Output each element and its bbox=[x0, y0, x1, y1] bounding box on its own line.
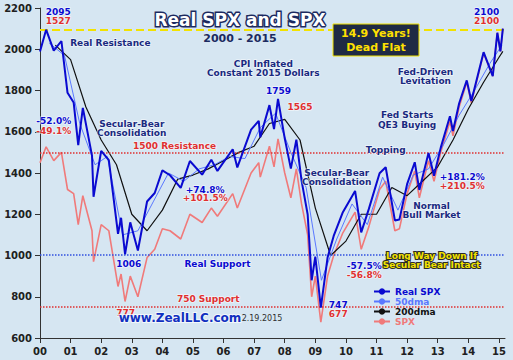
svg-text:14.9 Years!: 14.9 Years! bbox=[341, 27, 411, 40]
svg-text:1400: 1400 bbox=[4, 168, 32, 179]
svg-text:Levitation: Levitation bbox=[400, 76, 451, 86]
svg-text:06: 06 bbox=[217, 346, 231, 357]
svg-text:-57.5%: -57.5% bbox=[346, 260, 382, 271]
svg-text:02: 02 bbox=[94, 346, 108, 357]
svg-text:13: 13 bbox=[431, 346, 445, 357]
svg-text:Secular-Bear: Secular-Bear bbox=[304, 168, 370, 178]
svg-text:-49.1%: -49.1% bbox=[36, 126, 71, 136]
svg-text:Consolidation: Consolidation bbox=[97, 128, 166, 138]
svg-text:Bull Market: Bull Market bbox=[402, 210, 461, 220]
svg-text:1006: 1006 bbox=[116, 259, 141, 269]
svg-text:10: 10 bbox=[339, 346, 353, 357]
svg-text:Real Resistance: Real Resistance bbox=[70, 38, 150, 48]
svg-text:1565: 1565 bbox=[288, 102, 313, 112]
svg-text:Consolidation: Consolidation bbox=[302, 177, 371, 187]
svg-text:14: 14 bbox=[461, 346, 475, 357]
svg-text:04: 04 bbox=[155, 346, 169, 357]
svg-text:600: 600 bbox=[11, 333, 32, 344]
svg-text:09: 09 bbox=[308, 346, 322, 357]
svg-text:1759: 1759 bbox=[266, 86, 291, 96]
svg-text:2200: 2200 bbox=[4, 3, 32, 14]
svg-text:CPI Inflated: CPI Inflated bbox=[233, 58, 293, 69]
svg-text:+101.5%: +101.5% bbox=[183, 193, 228, 203]
svg-text:01: 01 bbox=[64, 346, 78, 357]
svg-text:1000: 1000 bbox=[4, 250, 32, 261]
svg-text:+210.5%: +210.5% bbox=[440, 181, 485, 191]
svg-text:Normal: Normal bbox=[413, 201, 450, 211]
svg-text:Fed Starts: Fed Starts bbox=[380, 110, 434, 121]
svg-text:Fed-Driven: Fed-Driven bbox=[397, 66, 454, 77]
svg-text:750 Support: 750 Support bbox=[177, 294, 240, 304]
svg-text:Secular Bear Intact: Secular Bear Intact bbox=[383, 260, 481, 270]
svg-text:08: 08 bbox=[278, 346, 292, 357]
svg-text:1600: 1600 bbox=[4, 126, 32, 137]
svg-text:200dma: 200dma bbox=[395, 307, 436, 317]
svg-text:03: 03 bbox=[125, 346, 139, 357]
svg-text:1527: 1527 bbox=[46, 16, 71, 26]
svg-text:50dma: 50dma bbox=[395, 297, 429, 307]
svg-text:2.19.2015: 2.19.2015 bbox=[242, 314, 283, 323]
svg-text:2100: 2100 bbox=[474, 16, 499, 26]
svg-text:05: 05 bbox=[186, 346, 200, 357]
svg-text:2100: 2100 bbox=[474, 7, 500, 18]
svg-text:Real SPX and SPX: Real SPX and SPX bbox=[154, 10, 325, 30]
svg-text:677: 677 bbox=[329, 309, 348, 319]
svg-text:Secular-Bear: Secular-Bear bbox=[99, 118, 165, 129]
svg-text:-52.0%: -52.0% bbox=[36, 116, 72, 127]
svg-text:1500 Resistance: 1500 Resistance bbox=[133, 141, 216, 151]
svg-text:2000 - 2015: 2000 - 2015 bbox=[203, 32, 276, 45]
svg-text:Constant 2015 Dollars: Constant 2015 Dollars bbox=[207, 68, 320, 78]
svg-text:www.ZealLLC.com: www.ZealLLC.com bbox=[119, 311, 242, 325]
svg-text:+74.8%: +74.8% bbox=[185, 184, 225, 195]
svg-text:+181.2%: +181.2% bbox=[439, 172, 485, 183]
svg-text:747: 747 bbox=[328, 300, 348, 310]
svg-text:QE3 Buying: QE3 Buying bbox=[378, 120, 436, 130]
svg-text:00: 00 bbox=[33, 346, 47, 357]
svg-text:Topping: Topping bbox=[366, 145, 406, 155]
svg-text:-56.8%: -56.8% bbox=[347, 270, 382, 280]
svg-text:800: 800 bbox=[11, 291, 32, 302]
svg-text:1200: 1200 bbox=[4, 209, 32, 220]
svg-text:2000: 2000 bbox=[4, 44, 32, 55]
svg-text:SPX: SPX bbox=[395, 317, 415, 327]
svg-text:11: 11 bbox=[370, 346, 384, 357]
svg-text:Dead Flat: Dead Flat bbox=[346, 41, 406, 54]
svg-text:Real Support: Real Support bbox=[184, 259, 251, 269]
svg-text:2095: 2095 bbox=[45, 7, 71, 18]
svg-text:Long Way Down If: Long Way Down If bbox=[386, 250, 478, 261]
svg-text:07: 07 bbox=[247, 346, 261, 357]
svg-text:Real SPX: Real SPX bbox=[395, 287, 440, 297]
svg-text:15: 15 bbox=[492, 346, 506, 357]
svg-text:1800: 1800 bbox=[4, 85, 32, 96]
svg-text:12: 12 bbox=[400, 346, 414, 357]
